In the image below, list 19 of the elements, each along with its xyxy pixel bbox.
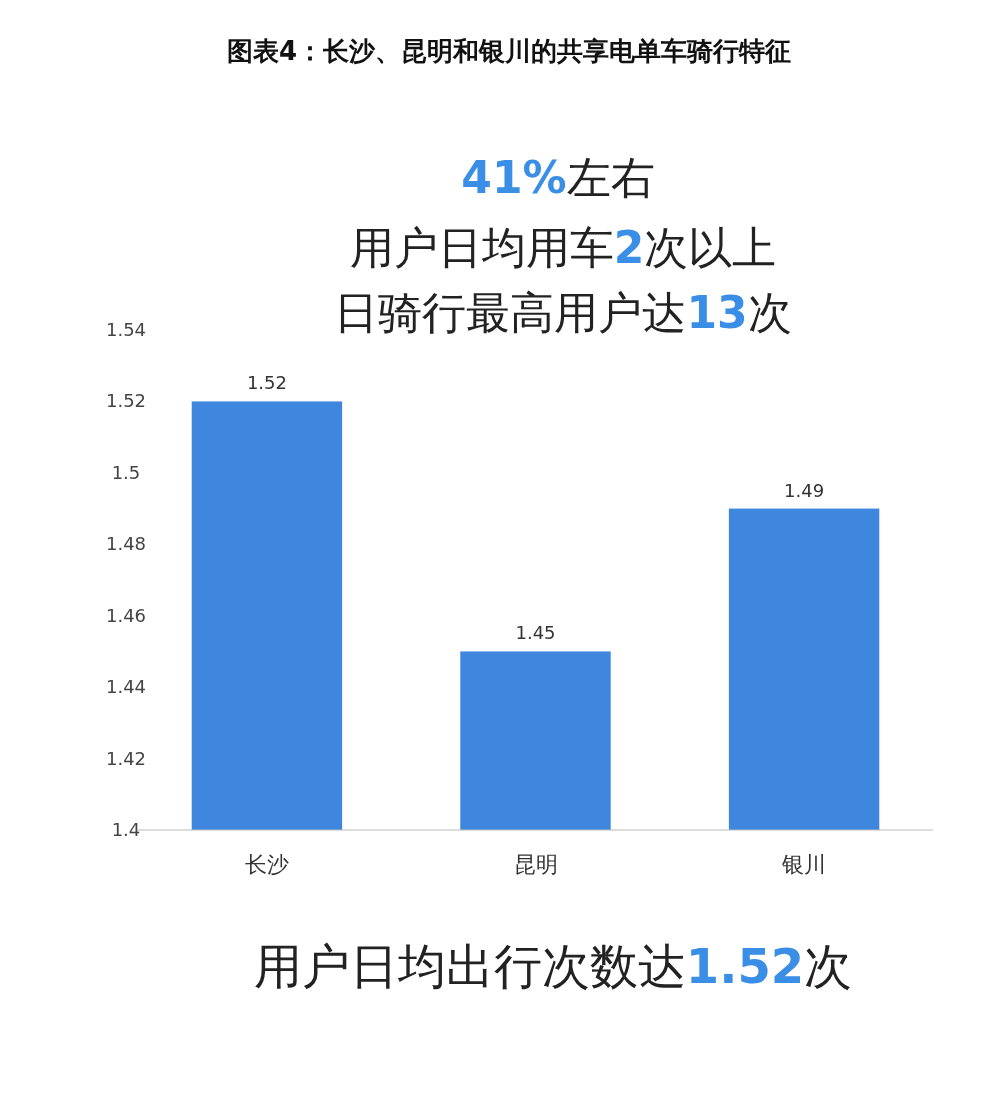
data-label: 1.49	[784, 479, 825, 501]
x-tick-label: 长沙	[244, 852, 289, 877]
y-tick-label: 1.4	[111, 819, 141, 840]
y-tick-label: 1.52	[105, 390, 147, 412]
text: 41%左右	[461, 152, 655, 203]
text: 用户日均出行次数达1.52次	[253, 938, 853, 994]
annotation: 日骑行最高用户达13次	[334, 287, 792, 338]
x-tick-label: 昆明	[513, 852, 558, 877]
y-tick-label: 1.5	[111, 461, 141, 483]
y-tick-label: 1.46	[105, 604, 147, 626]
y-tick-label: 1.54	[105, 319, 147, 340]
text: 用户日均用车2次以上	[349, 222, 777, 273]
x-tick-label: 银川	[781, 852, 827, 877]
data-label: 1.45	[515, 622, 556, 644]
chart-title: 图表4：长沙、昆明和银川的共享电单车骑行特征	[226, 36, 792, 66]
y-tick-label: 1.48	[105, 533, 147, 555]
data-label: 1.52	[246, 372, 287, 394]
y-tick-label: 1.42	[105, 747, 147, 769]
y-tick-label: 1.44	[105, 676, 147, 698]
